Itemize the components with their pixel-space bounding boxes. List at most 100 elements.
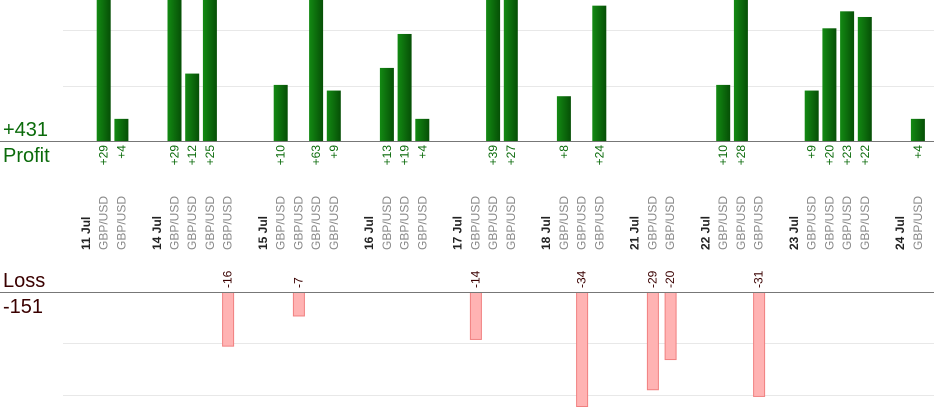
profit-bar <box>185 73 200 142</box>
loss-bar <box>664 292 677 361</box>
trade-label: GBP/USD <box>663 196 677 250</box>
profit-value-label: +4 <box>911 145 925 159</box>
profit-value-label: +29 <box>168 145 182 166</box>
profit-value-label: +4 <box>415 145 429 159</box>
profit-bar <box>309 0 324 142</box>
trade-label: GBP/USD <box>911 196 925 250</box>
loss-value-label: -34 <box>575 270 589 288</box>
date-label: 18 Jul <box>539 216 553 250</box>
trade-label: GBP/USD <box>592 196 606 250</box>
loss-value-label: -20 <box>663 270 677 288</box>
trade-label: GBP/USD <box>822 196 836 250</box>
trade-label: GBP/USD <box>575 196 589 250</box>
profit-bar <box>486 0 501 142</box>
profit-bar <box>379 67 394 142</box>
trade-label: GBP/USD <box>398 196 412 250</box>
profit-bar <box>910 118 925 142</box>
date-label: 22 Jul <box>699 216 713 250</box>
profit-value-label: +12 <box>185 145 199 166</box>
trade-label: GBP/USD <box>805 196 819 250</box>
profit-value-label: +28 <box>734 145 748 166</box>
profit-bar <box>592 5 607 142</box>
trade-label: GBP/USD <box>114 196 128 250</box>
profit-bar <box>167 0 182 142</box>
trade-label: GBP/USD <box>486 196 500 250</box>
loss-value-label: -7 <box>291 277 305 288</box>
trade-label: GBP/USD <box>752 196 766 250</box>
loss-bar <box>292 292 305 317</box>
trade-label: GBP/USD <box>468 196 482 250</box>
trade-label: GBP/USD <box>168 196 182 250</box>
loss-bar <box>646 292 659 391</box>
profit-value-label: +10 <box>716 145 730 166</box>
trade-label: GBP/USD <box>291 196 305 250</box>
loss-bar <box>576 292 589 407</box>
trade-label: GBP/USD <box>203 196 217 250</box>
profit-bar <box>202 0 217 142</box>
trade-label: GBP/USD <box>504 196 518 250</box>
trade-label: GBP/USD <box>734 196 748 250</box>
profit-value-label: +24 <box>592 145 606 166</box>
profit-bar <box>556 96 571 142</box>
loss-value-label: -16 <box>221 270 235 288</box>
date-label: 11 Jul <box>79 217 93 250</box>
profit-value-label: +25 <box>203 145 217 166</box>
profit-value-label: +23 <box>840 145 854 166</box>
date-label: 21 Jul <box>628 216 642 250</box>
date-label: 17 Jul <box>451 216 465 250</box>
date-label: 16 Jul <box>362 216 376 250</box>
profit-bar <box>415 118 430 142</box>
trade-label: GBP/USD <box>380 196 394 250</box>
profit-value-label: +20 <box>822 145 836 166</box>
trade-label: GBP/USD <box>97 196 111 250</box>
loss-bar <box>469 292 482 340</box>
loss-value-label: -29 <box>645 270 659 288</box>
profit-value-label: +39 <box>486 145 500 166</box>
trade-label: GBP/USD <box>185 196 199 250</box>
loss-value-label: -14 <box>468 270 482 288</box>
profit-value-label: +10 <box>274 145 288 166</box>
profit-value-label: +19 <box>398 145 412 166</box>
profit-bar <box>273 84 288 142</box>
loss-total: -151 <box>3 296 44 318</box>
trade-label: GBP/USD <box>645 196 659 250</box>
profit-bar <box>822 28 837 142</box>
trade-label: GBP/USD <box>840 196 854 250</box>
profit-bar <box>326 90 341 142</box>
profit-value-label: +4 <box>114 145 128 159</box>
trade-label: GBP/USD <box>415 196 429 250</box>
profit-value-label: +29 <box>97 145 111 166</box>
date-label: 23 Jul <box>787 216 801 250</box>
profit-bar <box>397 33 412 142</box>
trade-label: GBP/USD <box>327 196 341 250</box>
loss-value-label: -31 <box>752 270 766 288</box>
profit-bar <box>96 0 111 142</box>
date-label: 24 Jul <box>893 216 907 250</box>
trade-label: GBP/USD <box>557 196 571 250</box>
profit-value-label: +8 <box>557 145 571 159</box>
loss-bar <box>222 292 235 347</box>
profit-bar <box>733 0 748 142</box>
trade-label: GBP/USD <box>274 196 288 250</box>
trade-label: GBP/USD <box>309 196 323 250</box>
profit-bar <box>503 0 518 142</box>
trade-label: GBP/USD <box>716 196 730 250</box>
profit-value-label: +9 <box>327 145 341 159</box>
profit-total: +431 <box>3 119 49 141</box>
profit-value-label: +22 <box>858 145 872 166</box>
loss-bar <box>753 292 766 397</box>
profit-bar <box>114 118 129 142</box>
date-label: 15 Jul <box>256 216 270 250</box>
trade-label: GBP/USD <box>858 196 872 250</box>
loss-label: Loss <box>3 270 46 292</box>
profit-value-label: +27 <box>504 145 518 166</box>
profit-value-label: +9 <box>805 145 819 159</box>
profit-bar <box>840 11 855 142</box>
date-label: 14 Jul <box>150 216 164 250</box>
trade-label: GBP/USD <box>221 196 235 250</box>
profit-bar <box>857 16 872 142</box>
profit-bar <box>716 84 731 142</box>
profit-value-label: +13 <box>380 145 394 166</box>
profit-bar <box>804 90 819 142</box>
